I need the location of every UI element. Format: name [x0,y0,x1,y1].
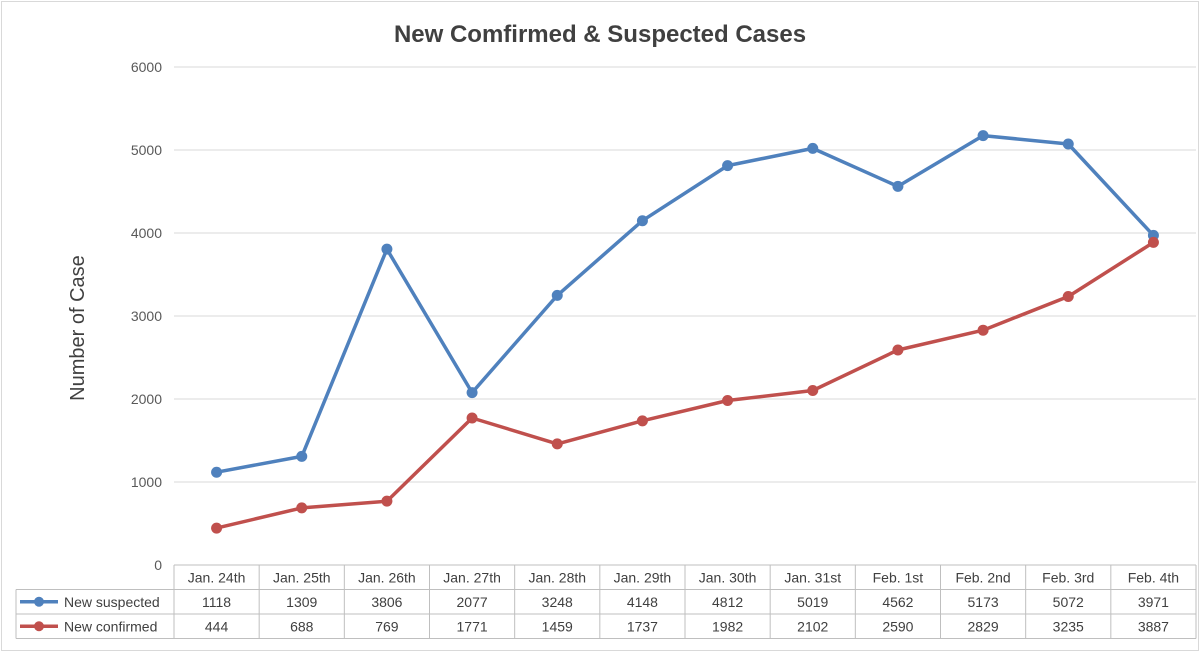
x-tick-label: Jan. 29th [614,569,672,585]
data-point [722,160,734,172]
data-label: 3235 [1053,618,1084,634]
data-point [892,344,904,356]
x-tick-label: Jan. 28th [528,569,586,585]
legend-label: New suspected [64,594,160,610]
y-tick-labels: 0 1000 2000 3000 4000 5000 6000 [131,59,162,573]
gridlines [174,66,1196,483]
data-label: 3887 [1138,618,1169,634]
x-tick-label: Jan. 27th [443,569,501,585]
legend-key-marker [34,596,44,607]
data-point [381,495,393,507]
y-tick-label: 4000 [131,225,162,241]
x-tick-label: Feb. 4th [1128,569,1179,585]
y-tick-label: 2000 [131,391,162,407]
data-point [466,412,478,424]
data-point [551,438,563,450]
data-label: 1118 [202,594,231,610]
x-tick-label: Jan. 26th [358,569,416,585]
data-point [807,385,819,397]
data-label: 688 [290,618,314,634]
data-label: 1459 [542,618,573,634]
y-tick-label: 1000 [131,474,162,490]
y-tick-label: 0 [154,557,162,573]
data-label: 2102 [797,618,828,634]
x-tick-label: Jan. 25th [273,569,331,585]
data-point [636,415,648,427]
y-tick-label: 6000 [131,59,162,75]
data-label: 3806 [371,594,402,610]
data-point [1147,236,1159,248]
data-label: 3248 [542,594,573,610]
data-label: 2829 [968,618,999,634]
data-table: Jan. 24th Jan. 25th Jan. 26th Jan. 27th Jan.… [15,564,1197,639]
data-label: 1737 [627,618,658,634]
data-label: 4562 [882,594,913,610]
data-point [977,130,989,142]
series-line [214,240,1156,530]
data-point [1062,290,1074,302]
legend-key-marker [34,621,44,632]
data-label: 4148 [627,594,658,610]
data-point [892,180,904,192]
data-point [1062,138,1074,150]
data-point [296,450,308,462]
data-label: 3971 [1138,594,1169,610]
data-label: 5019 [797,594,828,610]
data-label: 444 [205,618,229,634]
y-tick-label: 5000 [131,142,162,158]
y-axis-label: Number of Case [67,255,89,401]
data-point [211,466,223,478]
data-label: 1309 [286,594,317,610]
data-point [722,394,734,406]
data-label: 1982 [712,618,743,634]
x-tick-label: Feb. 2nd [955,569,1010,585]
legend-label: New confirmed [64,618,157,634]
data-point [381,243,393,255]
x-tick-label: Feb. 3rd [1042,569,1094,585]
x-tick-label: Jan. 31st [784,569,841,585]
data-point [551,289,563,301]
x-tick-label: Jan. 24th [188,569,246,585]
x-tick-label: Feb. 1st [873,569,924,585]
chart-title: New Comfirmed & Suspected Cases [394,21,806,48]
data-point [977,324,989,336]
data-label: 2590 [882,618,913,634]
data-label: 5072 [1053,594,1084,610]
data-point [466,387,478,399]
data-point [807,142,819,154]
data-label: 1771 [457,618,488,634]
data-point [296,502,308,514]
data-label: 769 [375,618,399,634]
series-lines [211,130,1159,534]
data-label: 2077 [457,594,488,610]
data-label: 4812 [712,594,743,610]
y-tick-label: 3000 [131,308,162,324]
data-point [211,522,223,534]
data-label: 5173 [968,594,999,610]
series-line [214,133,1156,474]
data-point [636,215,648,227]
x-tick-label: Jan. 30th [699,569,757,585]
